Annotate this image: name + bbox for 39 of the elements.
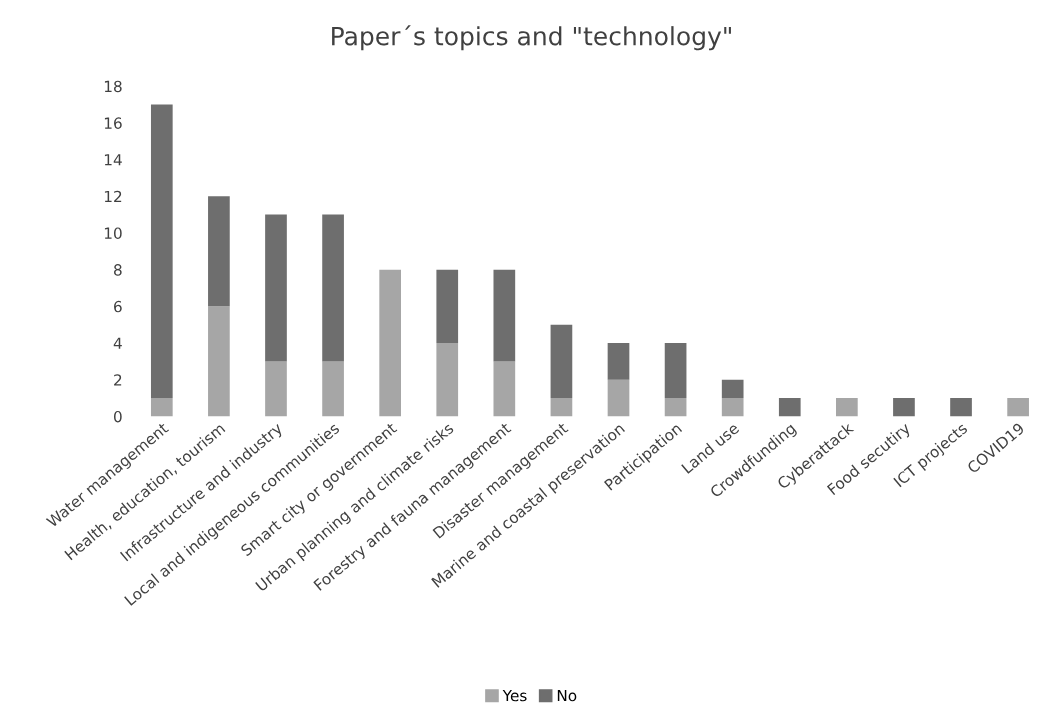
bar [607,343,630,380]
y-tick-label: 6 [114,300,122,313]
bar [950,398,972,417]
bar [721,379,744,399]
bar [436,269,459,344]
y-tick-label: 14 [104,154,122,166]
bar [150,104,173,399]
bar [893,398,915,417]
bar [721,398,744,417]
y-tick-label: 2 [114,374,122,386]
bar [778,398,801,417]
bar [550,398,573,417]
bar [265,214,287,362]
y-tick-label: 4 [113,337,122,349]
chart-title: Paper´s topics and "technology" [332,25,731,51]
legend-label: Yes [502,689,527,702]
bar [265,361,287,417]
bar [836,398,858,417]
y-tick-label: 0 [113,410,122,423]
bar [208,196,230,307]
bar [664,398,687,417]
bar [436,343,459,417]
legend-label: No [557,689,577,702]
y-tick-label: 12 [104,190,122,203]
bar [550,324,573,399]
y-tick-label: 8 [114,264,122,276]
bar [379,269,402,417]
bar [493,269,516,362]
bar [322,361,344,417]
y-tick-label: 16 [104,117,122,129]
bar [607,379,630,417]
y-tick-label: 10 [104,227,122,239]
bar [664,343,687,399]
y-tick-label: 18 [104,80,122,93]
bar [493,361,516,417]
bar [322,214,344,362]
bar [208,306,230,417]
bar [1007,398,1029,417]
bar [150,398,173,417]
